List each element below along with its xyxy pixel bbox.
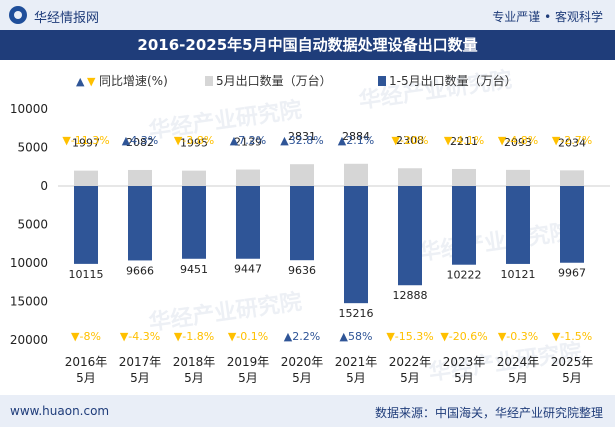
bar-may [452,168,476,186]
website-link[interactable]: www.huaon.com [10,404,110,418]
bar-may [128,169,152,186]
x-tick-label: 2019年 5月 [227,355,270,385]
bar-cumulative [290,186,314,261]
value-label-may: 2093 [504,136,532,149]
legend-cumulative-label: 1-5月出口数量（万台） [389,73,517,88]
growth-label-cumulative: ▲58% [340,330,373,343]
y-tick-label: 5000 [17,141,48,155]
value-label-cumulative: 9666 [126,264,154,277]
x-tick-label: 2024年 5月 [497,355,540,385]
bar-cumulative [560,186,584,263]
x-tick-label: 2017年 5月 [119,355,162,385]
y-tick-label: 10000 [10,256,48,270]
growth-label-may: ▲7.2% [230,134,266,147]
x-tick-label: 2016年 5月 [65,355,108,385]
bar-may [344,163,368,186]
x-tick-label: 2018年 5月 [173,355,216,385]
chart-title: 2016-2025年5月中国自动数据处理设备出口数量 [137,36,478,54]
growth-label-may: ▲4.3% [122,134,158,147]
value-label-cumulative: 10121 [501,268,536,281]
value-label-cumulative: 12888 [393,289,428,302]
growth-label-cumulative: ▲2.2% [284,330,320,343]
bar-may [182,170,206,186]
growth-label-cumulative: ▼-1.5% [552,330,592,343]
bar-cumulative [74,186,98,264]
brand-logo-icon [9,6,27,24]
value-label-cumulative: 9636 [288,264,316,277]
bar-cumulative [236,186,260,259]
value-label-may: 2831 [288,130,316,143]
x-tick-label: 2025年 5月 [551,355,594,385]
value-label-cumulative: 10115 [69,268,104,281]
legend-growth-label: 同比增速(%) [99,74,168,88]
value-label-cumulative: 9451 [180,263,208,276]
value-label-may: 2082 [126,136,154,149]
growth-label-cumulative: ▼-1.8% [174,330,214,343]
bar-may [74,170,98,186]
value-label-may: 1997 [72,137,100,150]
watermark-text: 华经产业研究院 [417,219,573,266]
value-label-may: 2308 [396,134,424,147]
bar-may [236,169,260,186]
growth-label-cumulative: ▼-4.3% [120,330,160,343]
growth-label-may: ▼-2.7% [552,134,592,147]
y-tick-label: 5000 [17,218,48,232]
bar-cumulative [398,186,422,286]
bar-cumulative [452,186,476,265]
x-tick-label: 2020年 5月 [281,355,324,385]
growth-label-may: ▲32.8% [280,134,323,147]
growth-label-cumulative: ▼-15.3% [386,330,433,343]
value-label-may: 2211 [450,135,478,148]
bar-cumulative [506,186,530,264]
y-tick-label: 10000 [10,102,48,116]
x-tick-label: 2022年 5月 [389,355,432,385]
value-label-cumulative: 9967 [558,267,586,280]
bar-may [560,170,584,186]
y-tick-label: 20000 [10,333,48,347]
bar-cumulative [128,186,152,261]
growth-label-cumulative: ▼-0.3% [498,330,538,343]
bar-may [398,168,422,186]
legend-cumulative-swatch [378,76,386,86]
brand-name: 华经情报网 [34,11,100,26]
growth-label-cumulative: ▼-8% [71,330,101,343]
watermark-text: 华经产业研究院 [147,289,303,336]
value-label-cumulative: 10222 [447,269,482,282]
legend-may-label: 5月出口数量（万台） [216,73,332,88]
growth-label-cumulative: ▼-20.6% [440,330,487,343]
x-tick-label: 2023年 5月 [443,355,486,385]
value-label-may: 2884 [342,130,370,143]
growth-label-may: ▼-4.8% [498,134,538,147]
tagline: 专业严谨 • 客观科学 [492,10,603,24]
legend: ▲ ▼ 同比增速(%) 5月出口数量（万台） 1-5月出口数量（万台） [76,73,517,88]
bar-may [506,169,530,186]
growth-label-may: ▼-4.1% [444,134,484,147]
value-label-may: 2139 [234,136,262,149]
footer-bar: www.huaon.com 数据来源：中国海关，华经产业研究院整理 [0,395,615,427]
value-label-may: 2034 [558,136,586,149]
legend-may-swatch [205,76,213,86]
bar-may [290,164,314,186]
legend-down-triangle-icon: ▼ [87,75,96,88]
data-source: 数据来源：中国海关，华经产业研究院整理 [374,406,603,420]
top-banner: 华经情报网 专业严谨 • 客观科学 [0,0,615,30]
title-bar: 2016-2025年5月中国自动数据处理设备出口数量 [0,30,615,60]
legend-up-triangle-icon: ▲ [76,75,85,88]
growth-label-may: ▲2.1% [338,134,374,147]
growth-label-cumulative: ▼-0.1% [228,330,268,343]
value-label-may: 1995 [180,137,208,150]
value-label-cumulative: 9447 [234,263,262,276]
bar-cumulative [182,186,206,259]
growth-label-may: ▼-3.8% [174,134,214,147]
y-tick-label: 0 [40,179,48,193]
value-label-cumulative: 15216 [339,307,374,320]
growth-label-may: ▼-20% [392,134,429,147]
growth-label-may: ▼-11.3% [62,134,109,147]
x-tick-label: 2021年 5月 [335,355,378,385]
bar-cumulative [344,186,368,304]
y-tick-label: 15000 [10,295,48,309]
